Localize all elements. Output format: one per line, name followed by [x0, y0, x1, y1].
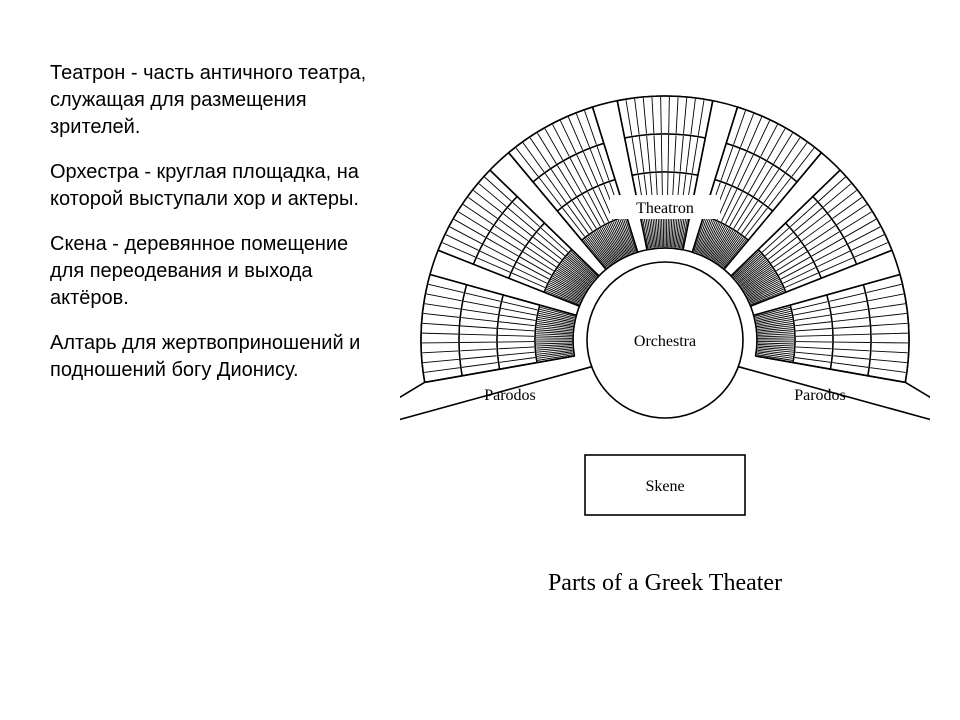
svg-text:Theatron: Theatron	[636, 200, 694, 217]
svg-text:Skene: Skene	[645, 478, 684, 495]
svg-text:Parodos: Parodos	[484, 387, 536, 404]
svg-text:Parodos: Parodos	[794, 387, 846, 404]
diagram-caption: Parts of a Greek Theater	[548, 570, 782, 597]
para-theatron: Театрон - часть античного театра, служащ…	[50, 60, 370, 141]
para-altar: Алтарь для жертвоприношений и подношений…	[50, 330, 370, 384]
greek-theater-diagram: Theatron Orchestra Parodos Parodos Skene	[400, 70, 930, 540]
svg-text:Orchestra: Orchestra	[634, 333, 696, 350]
para-orchestra: Орхестра - круглая площадка, на которой …	[50, 159, 370, 213]
description-text: Театрон - часть античного театра, служащ…	[50, 60, 390, 700]
diagram-container: Theatron Orchestra Parodos Parodos Skene Par…	[390, 60, 940, 700]
para-skene: Скена - деревянное помещение для переоде…	[50, 231, 370, 312]
